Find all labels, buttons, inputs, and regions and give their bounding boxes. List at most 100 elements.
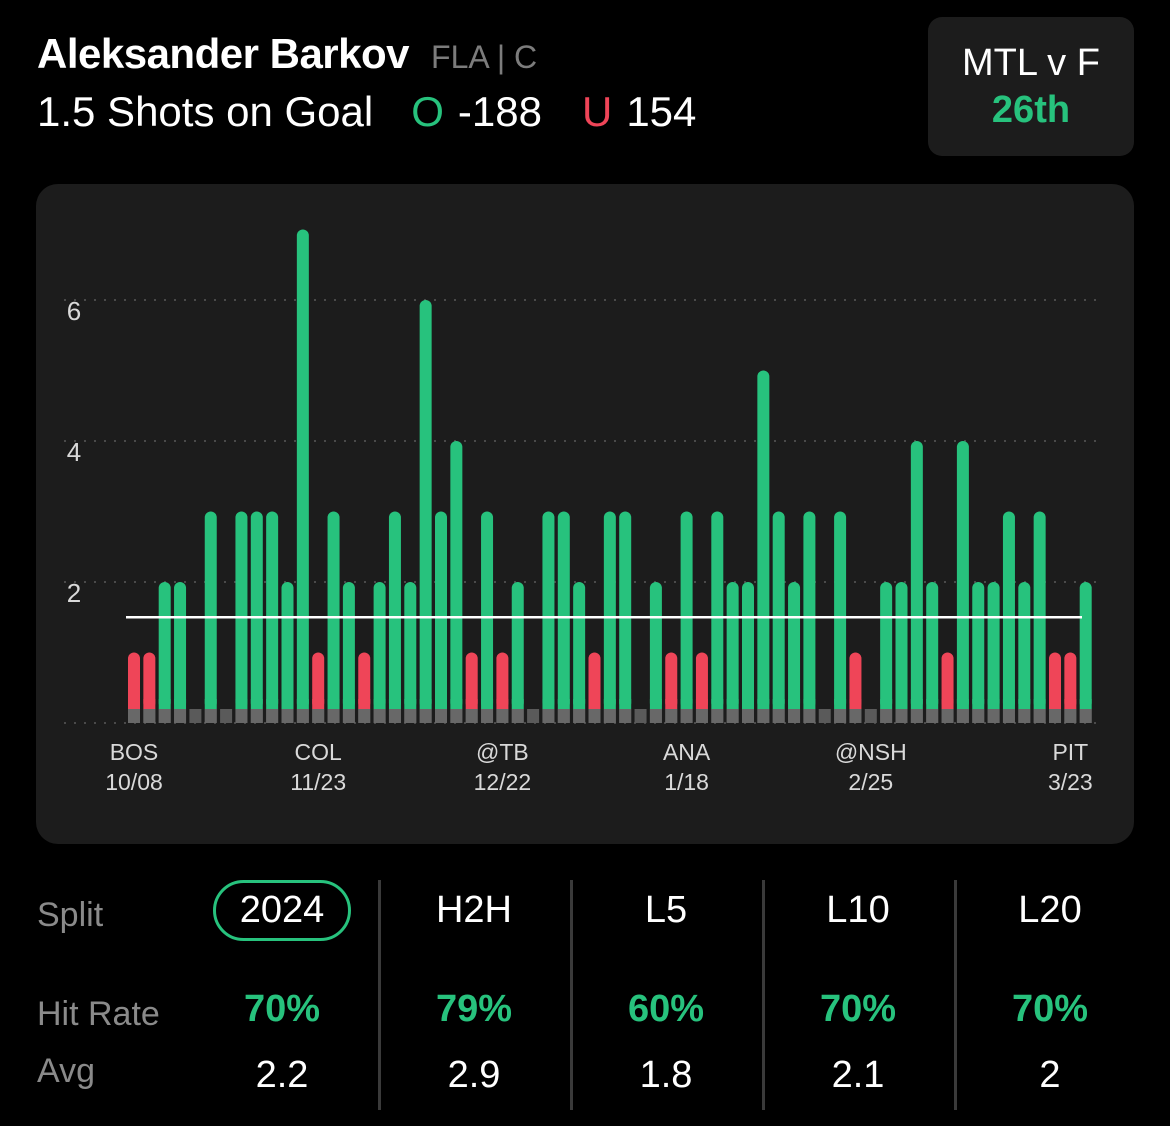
- bar: [742, 582, 754, 709]
- bar-fill: [588, 699, 601, 709]
- split-tab-2024[interactable]: 2024: [212, 880, 352, 941]
- bar-base-overlay: [1002, 709, 1015, 723]
- hit-rate-value: 70%: [243, 988, 321, 1030]
- bar-fill: [695, 699, 708, 709]
- bar-fill: [1018, 699, 1031, 709]
- bar-base-overlay: [880, 709, 893, 723]
- bar-fill: [742, 699, 754, 709]
- bar-fill: [312, 699, 325, 709]
- bar: [435, 511, 447, 709]
- bar-base: [634, 709, 647, 723]
- bar-fill: [250, 699, 263, 709]
- bar-base-overlay: [174, 709, 187, 723]
- bar-fill: [204, 699, 217, 709]
- bar: [726, 582, 739, 709]
- bar: [757, 370, 770, 709]
- bar: [1018, 582, 1031, 709]
- bar-base-overlay: [128, 709, 140, 723]
- bar-fill: [910, 699, 923, 709]
- bar: [603, 511, 616, 709]
- bar-base-overlay: [373, 709, 386, 723]
- bar-fill: [450, 699, 463, 709]
- bar-base-overlay: [511, 709, 524, 723]
- bar-fill: [956, 699, 969, 709]
- bar-fill: [388, 699, 401, 709]
- split-row-label: Split: [37, 896, 104, 934]
- bar: [450, 441, 463, 709]
- over-odds[interactable]: -188: [457, 88, 542, 135]
- bar-base-overlay: [941, 709, 954, 723]
- y-tick-label: 4: [67, 437, 81, 467]
- x-tick-team-label: BOS: [110, 739, 159, 765]
- matchup-label: MTL v F: [962, 41, 1100, 84]
- bar-base-overlay: [788, 709, 801, 723]
- bar-base-overlay: [266, 709, 279, 723]
- over-icon: O: [411, 88, 444, 135]
- bar: [834, 511, 847, 709]
- x-tick-team-label: COL: [295, 739, 343, 765]
- column-divider: [954, 880, 957, 1110]
- bar-base-overlay: [726, 709, 739, 723]
- x-tick-team-label: @TB: [476, 739, 529, 765]
- bar-base-overlay: [1049, 709, 1061, 723]
- avg-value: 2.2: [255, 1054, 309, 1096]
- hit-rate-value: 60%: [627, 988, 705, 1030]
- bar-fill: [619, 699, 632, 709]
- split-tab-l5[interactable]: L5: [644, 889, 688, 931]
- player-name-row: Aleksander Barkov FLA | C: [37, 30, 897, 78]
- bar: [312, 652, 325, 709]
- bar-fill: [987, 699, 1000, 709]
- bar-base-overlay: [342, 709, 355, 723]
- bar: [342, 582, 355, 709]
- bar-base-overlay: [1064, 709, 1077, 723]
- x-tick-date-label: 3/23: [1048, 769, 1093, 795]
- under-odds[interactable]: 154: [626, 88, 697, 135]
- avg-row-label: Avg: [37, 1052, 95, 1090]
- bar-fill: [435, 699, 447, 709]
- bar-fill: [235, 699, 248, 709]
- bar: [803, 511, 816, 709]
- avg-value: 2.1: [831, 1054, 885, 1096]
- bar-fill: [880, 699, 893, 709]
- bar-base: [818, 709, 831, 723]
- bar-base-overlay: [649, 709, 662, 723]
- bar-base-overlay: [680, 709, 693, 723]
- bar-base-overlay: [711, 709, 724, 723]
- bar-base-overlay: [772, 709, 785, 723]
- under-icon: U: [581, 88, 613, 135]
- bar-fill: [603, 699, 616, 709]
- split-tab-l10[interactable]: L10: [826, 889, 890, 931]
- bar-fill: [296, 699, 309, 709]
- bar-base: [527, 709, 540, 723]
- bar: [143, 652, 156, 709]
- bar: [680, 511, 693, 709]
- bar: [266, 511, 279, 709]
- bar-fill: [557, 699, 570, 709]
- bar-fill: [680, 699, 693, 709]
- x-tick-date-label: 10/08: [105, 769, 163, 795]
- bar-base-overlay: [542, 709, 555, 723]
- column-divider: [762, 880, 765, 1110]
- bar-base-overlay: [926, 709, 939, 723]
- bar-base-overlay: [435, 709, 447, 723]
- split-tab-l20[interactable]: L20: [1018, 889, 1082, 931]
- bar-fill: [465, 699, 478, 709]
- bar-base-overlay: [312, 709, 325, 723]
- bar-fill: [711, 699, 724, 709]
- hit-rate-row-label: Hit Rate: [37, 995, 160, 1033]
- bar: [895, 582, 908, 709]
- bar-fill: [926, 699, 939, 709]
- split-tab-h2h[interactable]: H2H: [435, 889, 513, 931]
- bar-base: [189, 709, 202, 723]
- bar: [573, 582, 586, 709]
- bar: [1033, 511, 1046, 709]
- bar: [1049, 652, 1061, 709]
- bar-base-overlay: [419, 709, 432, 723]
- game-log-chart-card: 2 4 6 BOS 10/08 COL 11/23 @TB 12/22 ANA 1/18 @NSH 2/…: [36, 184, 1134, 844]
- matchup-card[interactable]: MTL v F 26th: [928, 17, 1134, 156]
- bar-base-overlay: [481, 709, 494, 723]
- bar-fill: [1079, 699, 1092, 709]
- bar: [250, 511, 263, 709]
- column-divider: [378, 880, 381, 1110]
- bar-base-overlay: [143, 709, 156, 723]
